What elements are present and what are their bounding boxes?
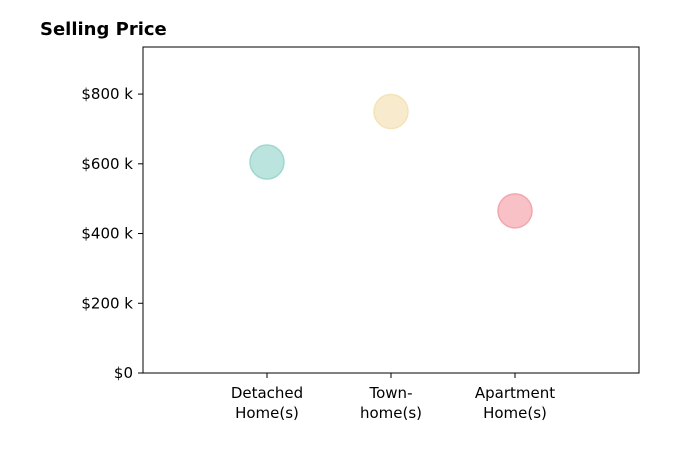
chart-title: Selling Price — [40, 19, 167, 40]
y-axis: $0 $200 k $400 k $600 k $800 k — [81, 85, 143, 382]
y-tick-label: $600 k — [81, 155, 133, 173]
x-tick-label: Detached Home(s) — [231, 384, 303, 422]
x-tick-label: Apartment Home(s) — [475, 384, 555, 422]
x-tick-label: Town-home(s) — [360, 384, 422, 422]
x-axis: Detached Home(s) Town-home(s) Apartment Home… — [231, 373, 555, 422]
y-tick-label: $800 k — [81, 85, 133, 103]
data-point — [497, 193, 533, 229]
data-points — [249, 93, 533, 229]
data-point — [249, 144, 285, 180]
y-tick-label: $0 — [114, 364, 133, 382]
data-point — [373, 93, 409, 130]
y-tick-label: $200 k — [81, 294, 133, 312]
y-tick-label: $400 k — [81, 225, 133, 243]
